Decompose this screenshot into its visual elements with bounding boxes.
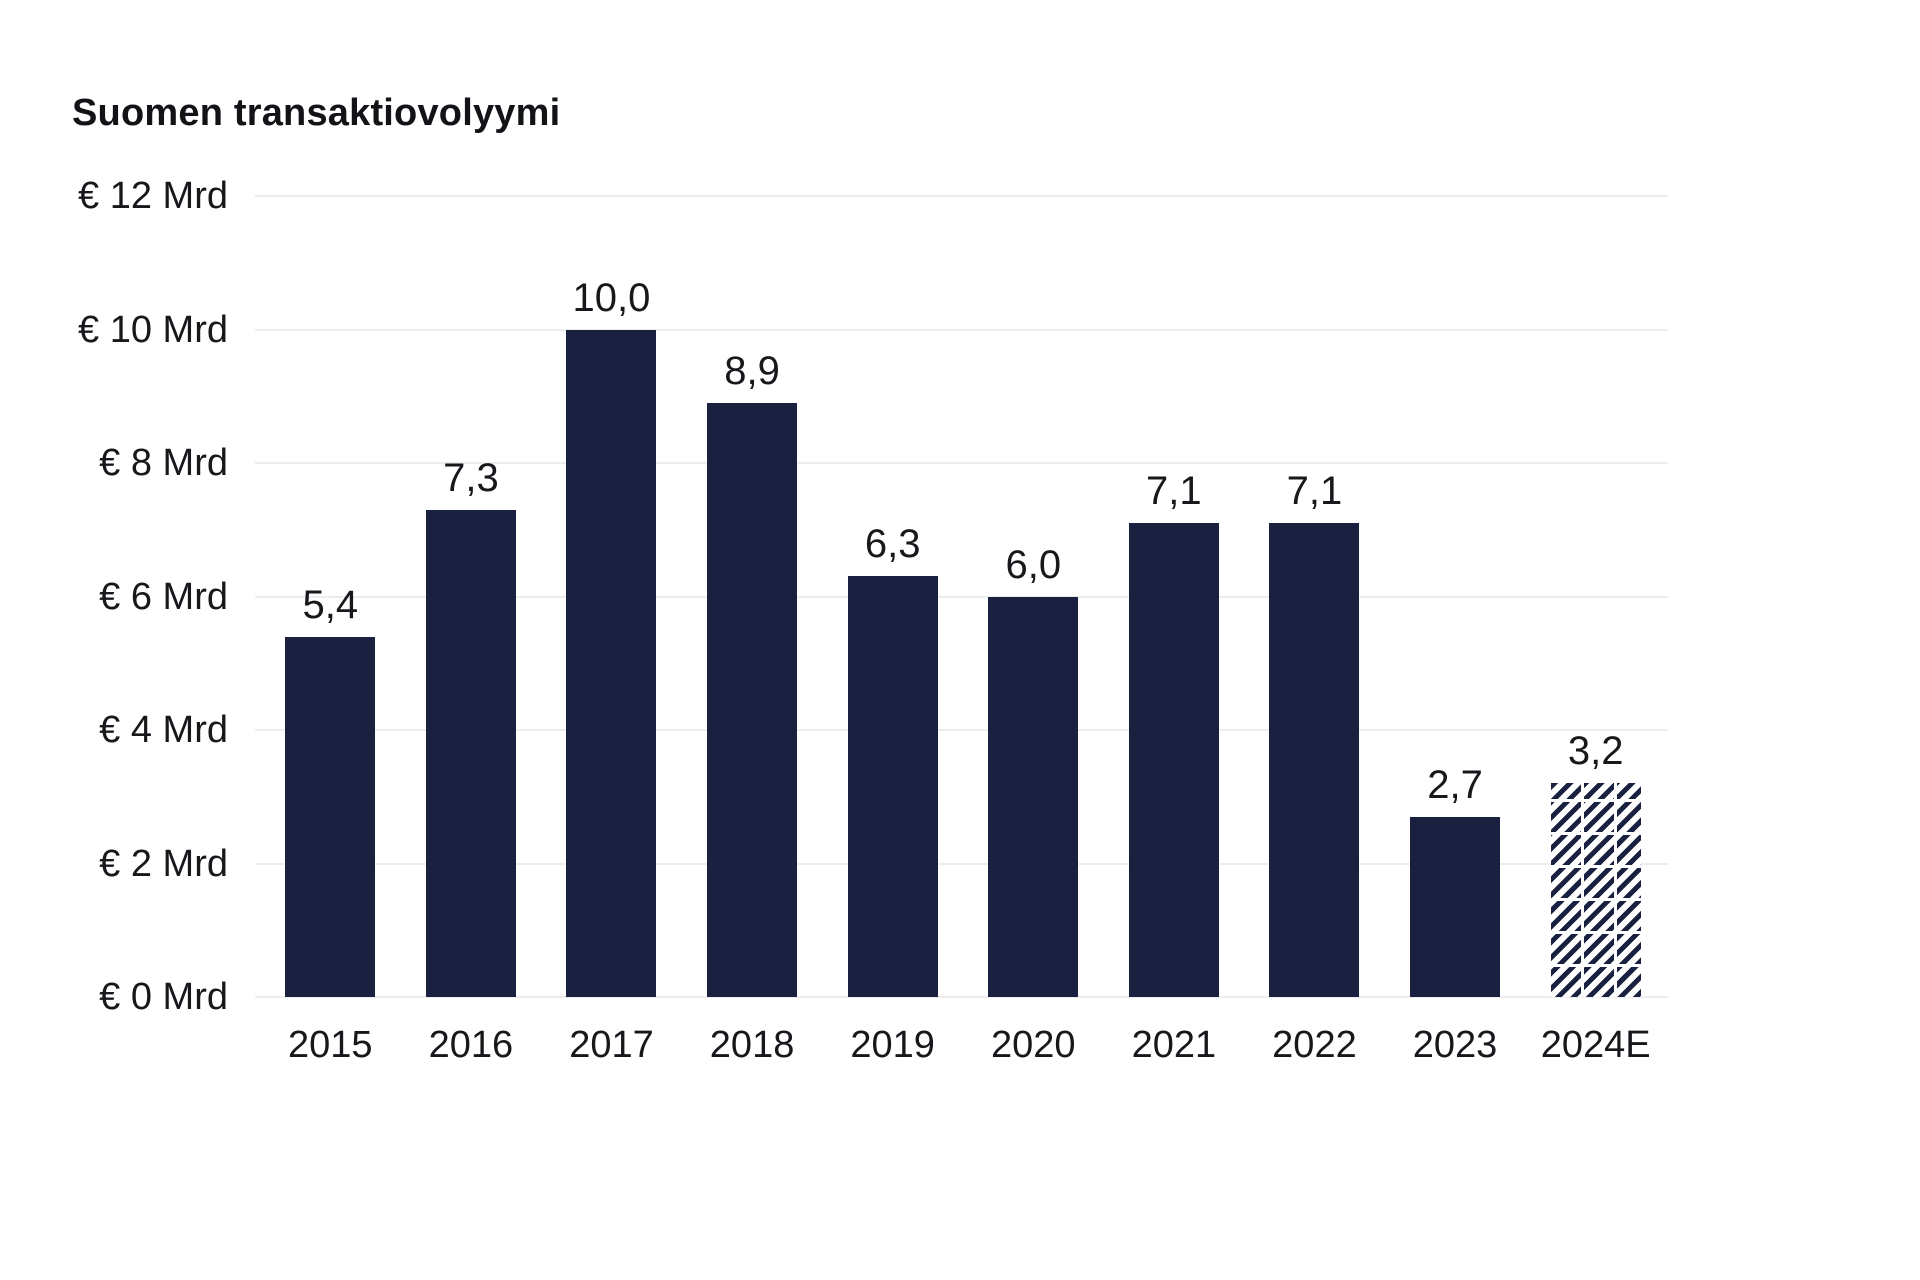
gridline-12 [255, 195, 1668, 197]
bar-value-label-2017: 10,0 [572, 275, 651, 320]
y-tick-label-8: € 8 Mrd [99, 442, 228, 484]
bar-slot-2016: 7,3 [401, 196, 542, 997]
gridline-2 [255, 862, 1668, 865]
bar-2015 [285, 636, 376, 997]
bar-value-label-2018: 8,9 [724, 348, 780, 393]
y-axis: € 12 Mrd € 10 Mrd € 8 Mrd € 6 Mrd € 4 Mrd € 2… [0, 0, 228, 1120]
gridline-4 [255, 729, 1668, 731]
bar-slot-2020: 6,0 [963, 196, 1104, 997]
bar-slot-2015: 5,4 [260, 196, 401, 997]
y-tick-label-0: € 0 Mrd [99, 976, 228, 1018]
x-tick-label-2015: 2015 [288, 1024, 373, 1066]
x-tick-label-2022: 2022 [1272, 1024, 1357, 1066]
bar-2019 [847, 576, 938, 997]
bar-2021 [1128, 523, 1219, 997]
bar-2017 [566, 329, 657, 997]
gridline-8 [255, 462, 1668, 464]
y-tick-label-4: € 4 Mrd [99, 709, 228, 751]
y-tick-label-2: € 2 Mrd [99, 842, 228, 885]
bar-value-label-2015: 5,4 [302, 582, 359, 627]
y-tick-label-12: € 12 Mrd [78, 175, 228, 217]
bar-slot-2018: 8,9 [682, 196, 823, 997]
chart-title: Suomen transaktiovolyymi [72, 92, 561, 134]
bar-value-label-2020: 6,0 [1005, 542, 1062, 587]
bar-value-label-2019: 6,3 [864, 522, 921, 567]
y-tick-label-10: € 10 Mrd [78, 308, 228, 351]
x-tick-label-2017: 2017 [569, 1024, 654, 1066]
x-tick-label-2018: 2018 [709, 1024, 795, 1066]
bar-value-label-2016: 7,3 [443, 455, 499, 500]
x-tick-label-2019: 2019 [850, 1024, 935, 1066]
bar-slot-2023: 2,7 [1385, 196, 1526, 997]
bar-value-label-2022: 7,1 [1286, 469, 1343, 514]
bar-slot-2021: 7,1 [1104, 196, 1245, 997]
bar-2023 [1410, 816, 1501, 997]
bar-value-label-2021: 7,1 [1146, 469, 1202, 514]
bar-2024E [1550, 783, 1641, 997]
gridline-0 [255, 996, 1668, 998]
bar-slot-2017: 10,0 [541, 196, 682, 997]
x-tick-label-2023: 2023 [1412, 1024, 1498, 1066]
x-tick-label-2020: 2020 [990, 1024, 1076, 1066]
gridlines [255, 0, 1668, 1120]
bar-2016 [425, 509, 516, 997]
bar-slot-2022: 7,1 [1244, 196, 1385, 997]
x-tick-label-2021: 2021 [1131, 1024, 1217, 1066]
bars-area: 5,4 7,3 10,0 8,9 6,3 6,0 7,1 7,1 2,7 3,2 [260, 196, 1666, 997]
bar-slot-2024E: 3,2 [1525, 196, 1666, 997]
bar-2018 [707, 402, 798, 997]
bar-2020 [988, 596, 1079, 997]
x-axis: 2015 2016 2017 2018 2019 2020 2021 2022 2023 2024… [260, 1022, 1666, 1068]
bar-slot-2019: 6,3 [822, 196, 963, 997]
gridline-6 [255, 595, 1668, 598]
bar-value-label-2023: 2,7 [1427, 762, 1483, 807]
x-tick-label-2024E: 2024E [1540, 1024, 1651, 1066]
y-tick-label-6: € 6 Mrd [99, 575, 228, 618]
gridline-10 [255, 328, 1668, 331]
bar-value-label-2024E: 3,2 [1567, 729, 1624, 774]
bar-2022 [1269, 523, 1360, 997]
x-tick-label-2016: 2016 [428, 1024, 514, 1066]
